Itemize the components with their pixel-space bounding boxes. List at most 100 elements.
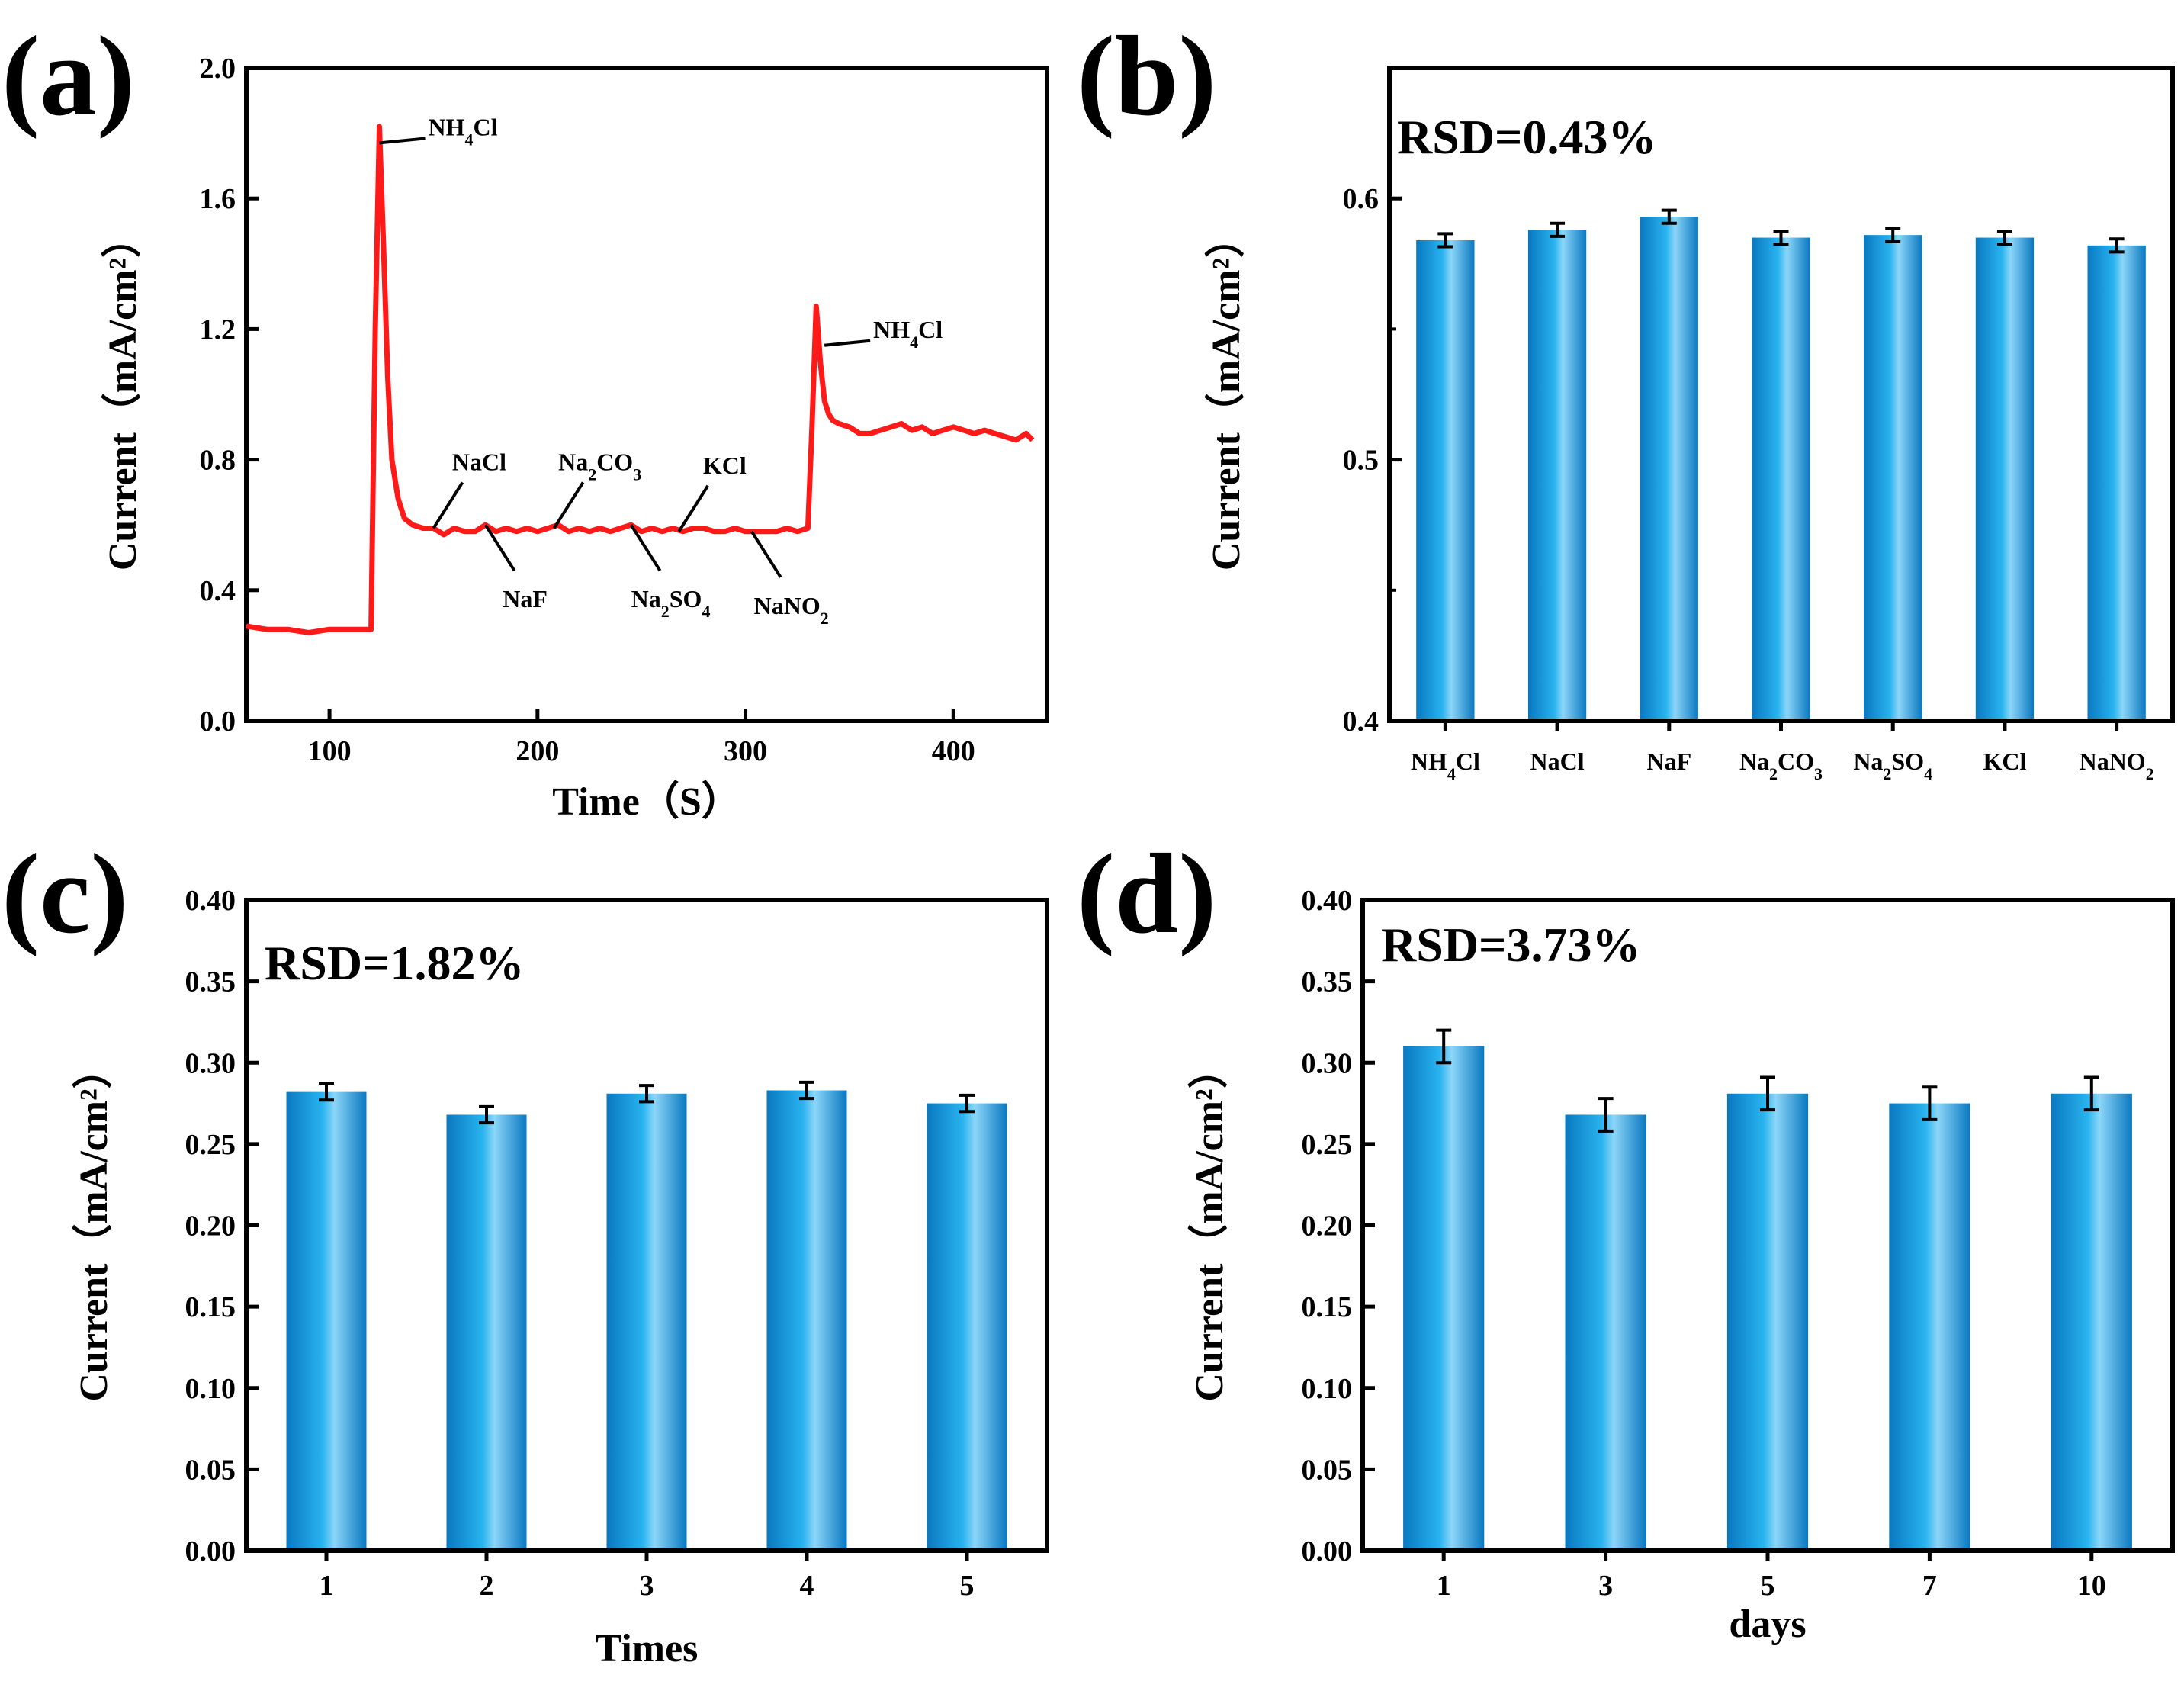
- panel-a-line-chart: 0.0 0.4 0.8 1.2 1.6 2.0 100 200 300 400 Time（S） Cur…: [101, 53, 1049, 824]
- annotation-leader: [552, 481, 585, 529]
- x-axis-label: Time（S）: [552, 780, 741, 824]
- annotation-label: NaCl: [452, 448, 506, 475]
- bar: [766, 1090, 847, 1551]
- bar: [2051, 1093, 2132, 1551]
- y-tick-label: 0.35: [1302, 966, 1353, 998]
- panel-tag-a: (a): [2, 13, 135, 140]
- y-tick-label: 0.0: [200, 706, 236, 738]
- x-tick-label: 300: [724, 735, 767, 767]
- annotation-leader: [379, 137, 426, 145]
- x-tick-label: NH4Cl: [1411, 747, 1480, 783]
- x-tick-label: NaCl: [1530, 747, 1585, 775]
- bar: [1527, 230, 1587, 722]
- annotation-leader: [432, 481, 464, 529]
- bar: [2087, 245, 2146, 721]
- bar: [1889, 1103, 1970, 1551]
- current-series-line: [246, 124, 1035, 635]
- bar: [1752, 237, 1810, 721]
- bar: [1403, 1046, 1485, 1551]
- panel-tag-c: (c): [2, 831, 128, 957]
- panel-tag-d: (d): [1077, 831, 1216, 957]
- x-axis-label: Times: [596, 1627, 699, 1670]
- x-tick-label: Na2CO3: [1739, 747, 1823, 783]
- x-tick-label: 4: [800, 1570, 814, 1602]
- x-tick-label: 1: [1437, 1570, 1451, 1602]
- y-tick-label: 0.40: [185, 885, 236, 917]
- x-axis-label: days: [1729, 1603, 1806, 1646]
- y-axis-label: Current（mA/cm²）: [1187, 1049, 1232, 1401]
- bar: [606, 1093, 687, 1551]
- y-tick-label: 0.6: [1343, 183, 1379, 215]
- x-tick-label: 10: [2077, 1570, 2106, 1602]
- annotation-label: Na2SO4: [631, 585, 711, 621]
- y-tick-label: 0.4: [200, 575, 236, 607]
- panel-b-bar-chart: NH4Cl NaCl NaF Na2CO3 Na2SO4 KCl NaNO2 0.4 0.5 0.…: [1204, 66, 2175, 783]
- y-tick-label: 0.5: [1343, 445, 1379, 477]
- panel-b-frame: [1387, 66, 2175, 723]
- x-tick-label: 200: [515, 735, 559, 767]
- annotation-label: NH4Cl: [873, 316, 943, 352]
- panel-tag-b: (b): [1077, 13, 1216, 140]
- y-tick-label: 0.25: [185, 1129, 236, 1161]
- y-axis-label: Current（mA/cm²）: [1204, 218, 1248, 571]
- x-tick-label: 100: [308, 735, 352, 767]
- y-tick-label: 1.6: [200, 183, 236, 215]
- annotation-leader: [824, 339, 871, 347]
- y-tick-label: 0.30: [1302, 1047, 1353, 1079]
- y-tick-label: 0.30: [185, 1047, 236, 1079]
- annotation-leader: [483, 524, 516, 572]
- x-tick-label: Na2SO4: [1853, 747, 1932, 783]
- rsd-label: RSD=3.73%: [1381, 918, 1641, 972]
- x-tick-label: 5: [1761, 1570, 1775, 1602]
- y-tick-label: 0.10: [185, 1373, 236, 1405]
- rsd-label: RSD=0.43%: [1397, 110, 1657, 164]
- y-tick-label: 0.15: [1302, 1291, 1353, 1323]
- bar: [446, 1114, 527, 1551]
- bar: [1416, 240, 1475, 721]
- x-tick-label: 3: [1598, 1570, 1613, 1602]
- x-tick-label: 3: [640, 1570, 654, 1602]
- y-axis-label: Current（mA/cm²）: [72, 1049, 116, 1401]
- x-tick-label: 7: [1922, 1570, 1937, 1602]
- annotation-leader: [677, 484, 709, 532]
- y-tick-label: 0.20: [185, 1210, 236, 1243]
- bar: [927, 1103, 1007, 1551]
- y-tick-label: 0.4: [1343, 706, 1379, 738]
- annotation-leader: [750, 530, 782, 578]
- bar: [1726, 1093, 1809, 1551]
- bar: [1565, 1114, 1646, 1551]
- y-tick-label: 0.00: [1302, 1535, 1353, 1567]
- x-tick-label: NaNO2: [2080, 747, 2154, 783]
- y-tick-label: 0.05: [1302, 1454, 1353, 1486]
- panel-d-bar-chart: 1 3 5 7 10 0.00 0.05 0.10 0.15 0.20 0.25 0.30 0.35 0.…: [1187, 885, 2175, 1646]
- x-tick-label: 2: [480, 1570, 494, 1602]
- y-tick-label: 0.05: [185, 1454, 236, 1486]
- y-tick-label: 2.0: [200, 53, 236, 85]
- bar: [1975, 237, 2035, 721]
- y-tick-label: 0.00: [185, 1535, 236, 1567]
- y-tick-label: 1.2: [200, 313, 236, 346]
- y-axis-label: Current（mA/cm²）: [101, 218, 145, 571]
- bar: [1864, 235, 1922, 721]
- rsd-label: RSD=1.82%: [265, 936, 525, 990]
- bar: [1640, 217, 1698, 722]
- panel-a-frame: [244, 66, 1049, 723]
- y-tick-label: 0.40: [1302, 885, 1353, 917]
- x-tick-label: 400: [932, 735, 975, 767]
- panel-c-bar-chart: 1 2 3 4 5 0.00 0.05 0.10 0.15 0.20 0.25 0.30 0.35 0.4…: [72, 885, 1049, 1670]
- y-tick-label: 0.15: [185, 1291, 236, 1323]
- x-tick-label: 5: [960, 1570, 975, 1602]
- x-tick-label: KCl: [1983, 747, 2026, 775]
- annotation-leader: [629, 524, 662, 572]
- annotation-label: NaF: [503, 585, 548, 612]
- annotation-label: Na2CO3: [558, 448, 641, 484]
- y-tick-label: 0.8: [200, 445, 236, 477]
- annotation-label: NaNO2: [754, 592, 829, 628]
- x-tick-label: NaF: [1646, 747, 1691, 775]
- bar: [286, 1091, 367, 1551]
- y-tick-label: 0.20: [1302, 1210, 1353, 1243]
- annotation-label: NH4Cl: [429, 113, 498, 149]
- annotation-label: KCl: [703, 452, 747, 479]
- y-tick-label: 0.10: [1302, 1373, 1353, 1405]
